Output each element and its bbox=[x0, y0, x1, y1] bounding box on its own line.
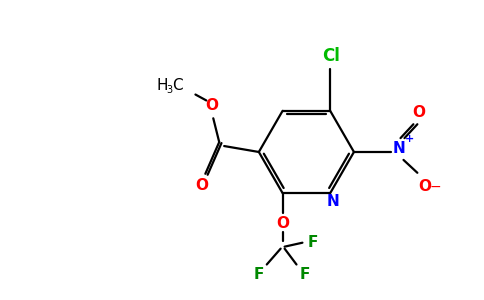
Text: C: C bbox=[172, 78, 183, 93]
Text: O: O bbox=[276, 216, 289, 231]
Text: O: O bbox=[418, 179, 431, 194]
Text: F: F bbox=[299, 267, 310, 282]
Text: +: + bbox=[405, 134, 414, 144]
Text: −: − bbox=[429, 180, 441, 194]
Text: F: F bbox=[307, 235, 318, 250]
Text: F: F bbox=[254, 267, 264, 282]
Text: O: O bbox=[205, 98, 218, 113]
Text: 3: 3 bbox=[166, 85, 173, 94]
Text: O: O bbox=[195, 178, 208, 193]
Text: N: N bbox=[327, 194, 339, 208]
Text: Cl: Cl bbox=[322, 47, 340, 65]
Text: H: H bbox=[156, 78, 167, 93]
Text: O: O bbox=[412, 105, 425, 120]
Text: N: N bbox=[392, 140, 405, 155]
